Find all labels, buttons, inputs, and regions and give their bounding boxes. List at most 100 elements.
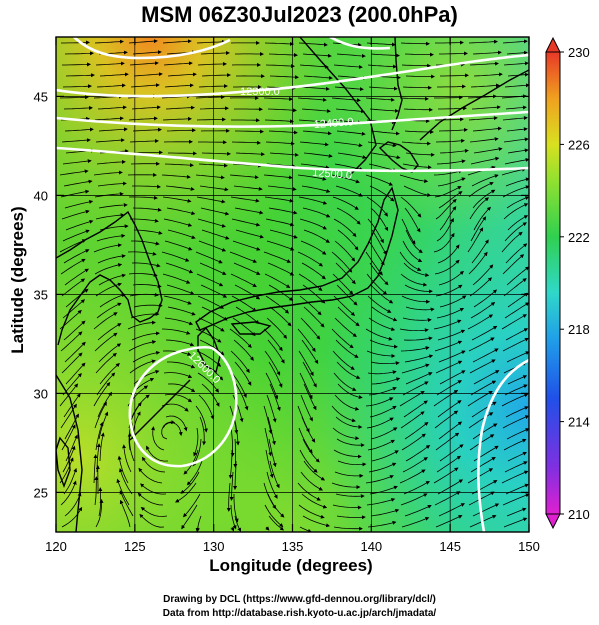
streamline: [301, 339, 319, 365]
streamline: [503, 61, 529, 66]
streamline: [65, 288, 89, 308]
colorbar-tick-label: 230: [568, 45, 590, 60]
streamline: [63, 467, 78, 495]
coastline-taiwan: [56, 436, 71, 488]
streamline: [139, 513, 165, 528]
y-tick-label: 25: [34, 485, 48, 500]
streamline: [335, 262, 356, 285]
streamline: [133, 369, 160, 385]
streamline: [96, 233, 126, 242]
streamline: [434, 410, 459, 429]
streamline: [336, 438, 365, 448]
streamline: [332, 196, 359, 210]
streamline: [132, 350, 161, 363]
streamline: [337, 306, 360, 327]
streamline: [63, 179, 93, 187]
streamline: [331, 328, 354, 349]
streamline: [368, 462, 397, 473]
streamline: [503, 203, 529, 220]
streamline: [502, 254, 525, 275]
streamline: [367, 439, 395, 451]
streamline: [404, 504, 432, 517]
streamline: [336, 361, 361, 379]
streamline: [232, 240, 261, 251]
streamline: [503, 137, 529, 143]
streamline: [131, 240, 160, 246]
streamline: [470, 216, 487, 242]
streamline: [401, 433, 426, 451]
streamline: [64, 51, 94, 56]
streamline: [302, 438, 320, 463]
streamline: [368, 86, 398, 91]
streamline: [119, 490, 134, 517]
streamline: [365, 397, 394, 407]
streamline: [200, 50, 230, 55]
streamline: [469, 277, 493, 297]
streamline: [472, 50, 502, 55]
streamline: [198, 317, 225, 332]
streamline: [128, 273, 158, 277]
streamline: [118, 467, 133, 495]
streamline: [64, 341, 86, 363]
streamline: [302, 361, 317, 388]
streamline: [229, 328, 252, 349]
streamline: [59, 169, 89, 176]
streamline: [128, 340, 157, 352]
streamline: [504, 83, 529, 88]
streamline: [439, 295, 467, 308]
streamline: [506, 351, 529, 363]
streamline: [506, 507, 527, 517]
streamline: [471, 239, 489, 264]
streamline: [369, 339, 398, 349]
streamline: [230, 273, 257, 287]
streamline: [195, 174, 225, 180]
streamline: [402, 457, 428, 473]
streamline: [265, 64, 295, 69]
streamline: [368, 386, 397, 396]
coastline-hokkaido: [378, 141, 419, 173]
streamline: [405, 306, 435, 312]
streamline: [163, 295, 192, 305]
streamline: [60, 403, 77, 429]
streamline: [473, 289, 498, 308]
streamline: [165, 415, 188, 432]
streamline: [331, 405, 356, 423]
streamline: [405, 445, 431, 462]
streamline: [61, 278, 86, 297]
lat-lon-grid: [56, 37, 529, 532]
streamline: [162, 116, 192, 121]
streamline: [267, 493, 285, 518]
streamline: [434, 259, 460, 275]
streamline: [198, 240, 227, 252]
streamline: [401, 141, 431, 146]
streamline: [167, 361, 196, 369]
streamline: [303, 460, 326, 481]
streamline: [502, 415, 529, 429]
streamline: [146, 445, 169, 462]
streamline: [433, 319, 462, 330]
streamline: [400, 273, 428, 287]
streamline: [167, 306, 196, 316]
colorbar: [545, 36, 561, 530]
streamline: [268, 438, 277, 468]
streamline: [365, 475, 394, 484]
streamline: [230, 504, 237, 530]
footer-credit-line: Drawing by DCL (https://www.gfd-dennou.o…: [163, 594, 436, 605]
streamline: [96, 83, 126, 88]
streamline: [61, 424, 76, 451]
streamline: [266, 471, 278, 499]
streamline: [138, 467, 163, 484]
streamline: [235, 383, 249, 411]
streamline: [332, 504, 362, 510]
streamline: [370, 361, 400, 366]
streamline: [95, 282, 122, 297]
streamline: [97, 105, 127, 110]
streamline: [95, 61, 125, 66]
streamline: [333, 449, 362, 459]
streamline: [266, 394, 277, 423]
streamline: [164, 240, 193, 251]
streamline: [269, 460, 280, 489]
streamline: [505, 105, 527, 110]
streamline: [504, 157, 529, 165]
